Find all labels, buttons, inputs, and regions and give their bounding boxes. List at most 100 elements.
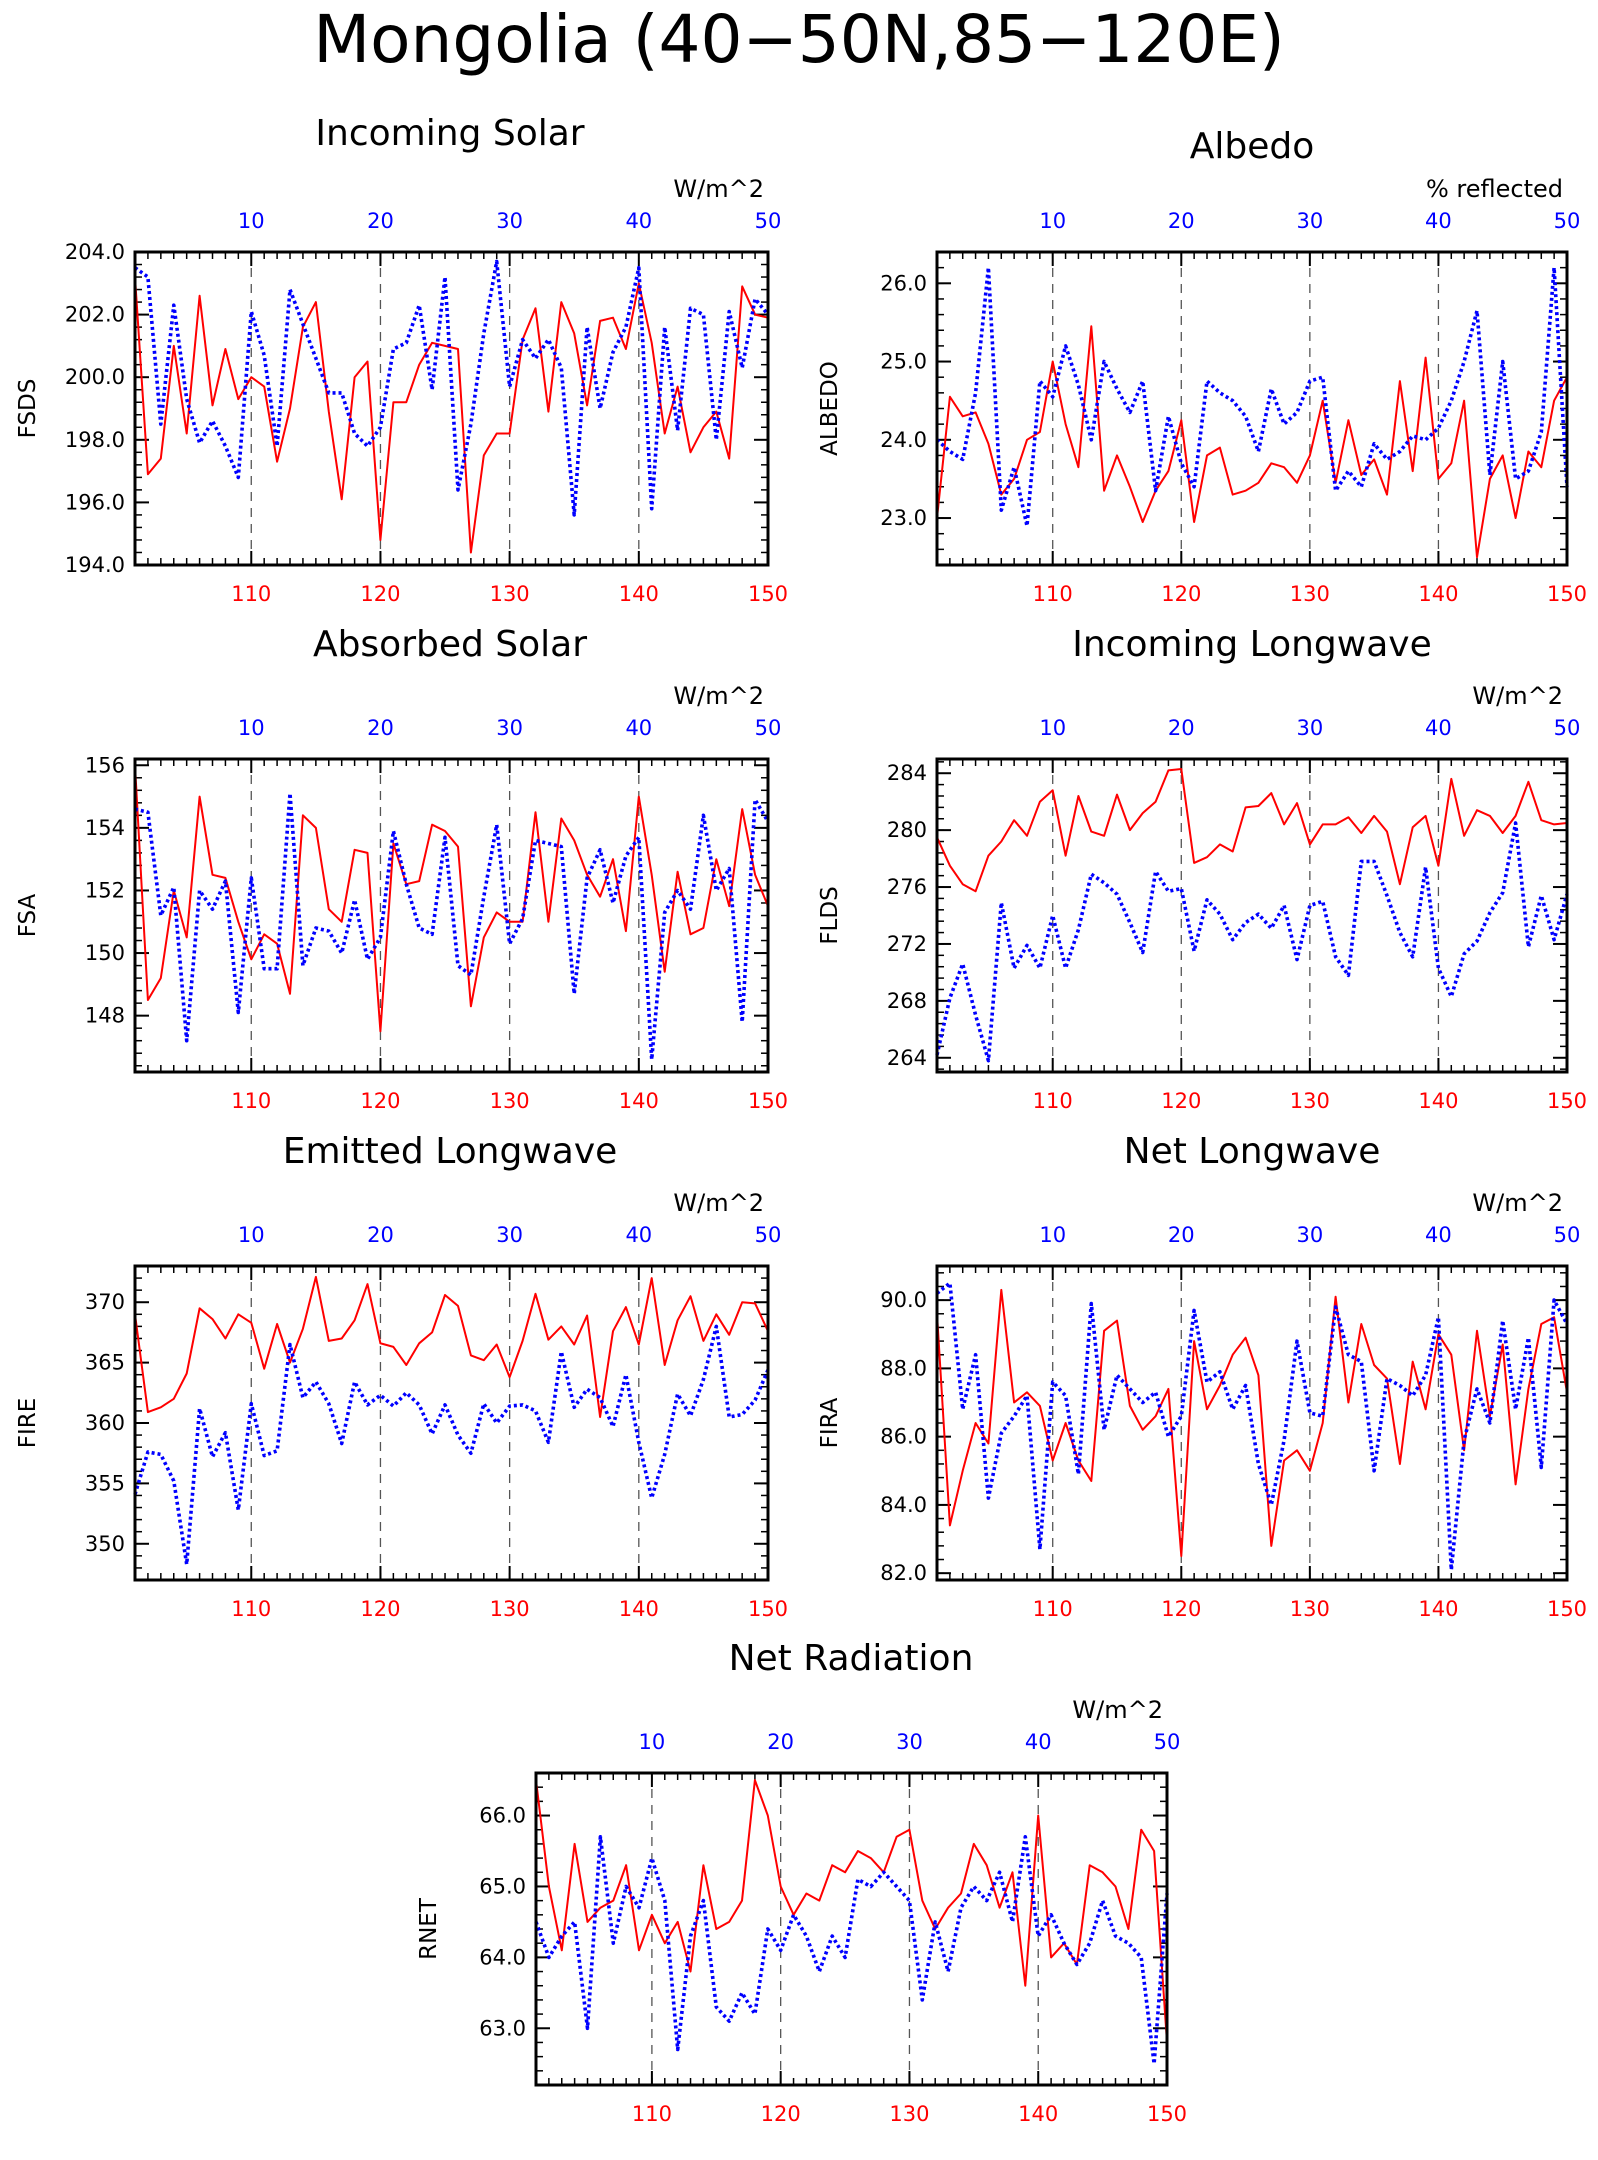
- panel-title: Incoming Solar: [315, 113, 584, 154]
- y-axis-label: FSDS: [15, 379, 41, 439]
- x-bottom-tick-label: 140: [619, 1089, 659, 1113]
- y-tick-label: 24.0: [880, 428, 927, 452]
- x-top-tick-label: 50: [755, 716, 782, 740]
- series-line-dotted-blue: [133, 259, 770, 517]
- series-line-solid-red: [134, 765, 769, 1033]
- x-top-tick-label: 30: [896, 1730, 923, 1754]
- x-top-tick-label: 30: [496, 716, 523, 740]
- x-bottom-tick-label: 110: [231, 1597, 271, 1621]
- x-top-tick-label: 20: [367, 1223, 394, 1247]
- x-top-tick-label: 20: [767, 1730, 794, 1754]
- x-top-tick-label: 30: [1296, 1223, 1323, 1247]
- series-line-solid-red: [134, 1275, 769, 1418]
- x-top-tick-label: 10: [238, 716, 265, 740]
- series-line-dotted-blue: [133, 1324, 770, 1567]
- figure-title: Mongolia (40−50N,85−120E): [313, 1, 1285, 78]
- series-line-dotted-blue: [935, 265, 1569, 528]
- x-top-tick-label: 50: [1554, 716, 1581, 740]
- x-top-tick-label: 50: [1154, 1730, 1181, 1754]
- plot-frame: [133, 250, 770, 567]
- y-tick-label: 284: [887, 761, 927, 785]
- x-bottom-tick-label: 120: [1161, 1597, 1201, 1621]
- x-bottom-tick-label: 120: [1161, 1089, 1201, 1113]
- y-tick-label: 148: [85, 1004, 125, 1028]
- x-top-tick-label: 10: [639, 1730, 666, 1754]
- y-tick-label: 280: [887, 818, 927, 842]
- y-tick-label: 264: [887, 1046, 927, 1070]
- y-tick-label: 90.0: [880, 1288, 927, 1312]
- x-bottom-tick-label: 130: [490, 1089, 530, 1113]
- panel-albedo: Albedo % reflected 110 120 130 140 150 10 20 30 40…: [817, 126, 1587, 606]
- y-tick-label: 23.0: [880, 506, 927, 530]
- units-label: W/m^2: [1472, 682, 1563, 710]
- series-line-dotted-blue: [935, 821, 1569, 1063]
- panel-title: Albedo: [1190, 126, 1315, 167]
- plot-frame: [133, 1264, 770, 1582]
- panel-fsa: Absorbed Solar W/m^2 110 120 130 140 150 10 20 30…: [15, 624, 788, 1113]
- units-label: % reflected: [1426, 175, 1563, 203]
- x-top-tick-label: 30: [1296, 209, 1323, 233]
- units-label: W/m^2: [673, 175, 764, 203]
- x-bottom-tick-label: 120: [761, 2102, 801, 2126]
- plot-frame: [935, 757, 1569, 1074]
- series-line-solid-red: [134, 276, 769, 554]
- x-bottom-tick-label: 110: [1033, 1089, 1073, 1113]
- y-tick-label: 350: [85, 1532, 125, 1556]
- x-bottom-tick-label: 150: [1547, 1089, 1587, 1113]
- x-bottom-tick-label: 120: [1161, 582, 1201, 606]
- y-tick-label: 66.0: [479, 1804, 526, 1828]
- x-bottom-tick-label: 150: [748, 1597, 788, 1621]
- y-tick-label: 26.0: [880, 271, 927, 295]
- y-axis-label: FLDS: [817, 886, 843, 944]
- y-tick-label: 276: [887, 875, 927, 899]
- x-top-tick-label: 50: [755, 1223, 782, 1247]
- y-axis-label: FIRE: [15, 1398, 41, 1449]
- x-bottom-tick-label: 110: [632, 2102, 672, 2126]
- panel-fira: Net Longwave W/m^2 110 120 130 140 150 10 20 30 40…: [817, 1131, 1587, 1621]
- x-bottom-tick-label: 120: [360, 582, 400, 606]
- x-top-tick-label: 10: [1039, 209, 1066, 233]
- y-tick-label: 82.0: [880, 1561, 927, 1585]
- series-line-solid-red: [936, 1288, 1568, 1558]
- x-top-tick-label: 50: [1554, 1223, 1581, 1247]
- x-bottom-tick-label: 120: [360, 1597, 400, 1621]
- x-top-tick-label: 40: [1025, 1730, 1052, 1754]
- y-tick-label: 63.0: [479, 2016, 526, 2040]
- plot-frame: [534, 1771, 1169, 2087]
- y-tick-label: 198.0: [65, 428, 125, 452]
- x-top-tick-label: 40: [1425, 1223, 1452, 1247]
- x-top-tick-label: 50: [755, 209, 782, 233]
- x-top-tick-label: 30: [496, 1223, 523, 1247]
- y-tick-label: 25.0: [880, 350, 927, 374]
- y-tick-label: 156: [85, 753, 125, 777]
- x-top-tick-label: 10: [1039, 716, 1066, 740]
- x-bottom-tick-label: 110: [231, 1089, 271, 1113]
- panel-flds: Incoming Longwave W/m^2 110 120 130 140 150 10 2…: [817, 624, 1587, 1113]
- y-tick-label: 360: [85, 1411, 125, 1435]
- series-line-dotted-blue: [134, 791, 770, 1062]
- panel-title: Incoming Longwave: [1072, 624, 1432, 665]
- x-bottom-tick-label: 130: [490, 1597, 530, 1621]
- x-bottom-tick-label: 140: [1418, 1089, 1458, 1113]
- y-tick-label: 88.0: [880, 1356, 927, 1380]
- x-top-tick-label: 10: [238, 209, 265, 233]
- x-top-tick-label: 20: [1168, 716, 1195, 740]
- units-label: W/m^2: [1072, 1696, 1163, 1724]
- y-tick-label: 200.0: [65, 365, 125, 389]
- x-top-tick-label: 50: [1554, 209, 1581, 233]
- x-top-tick-label: 10: [238, 1223, 265, 1247]
- y-axis-label: RNET: [416, 1897, 442, 1960]
- x-top-tick-label: 20: [1168, 209, 1195, 233]
- panel-fire: Emitted Longwave W/m^2 110 120 130 140 150 10 20…: [15, 1131, 788, 1621]
- y-tick-label: 194.0: [65, 553, 125, 577]
- x-bottom-tick-label: 150: [1147, 2102, 1187, 2126]
- x-top-tick-label: 40: [1425, 209, 1452, 233]
- y-tick-label: 355: [85, 1471, 125, 1495]
- y-tick-label: 272: [887, 932, 927, 956]
- x-top-tick-label: 40: [625, 1223, 652, 1247]
- y-tick-label: 196.0: [65, 490, 125, 514]
- x-top-tick-label: 20: [367, 209, 394, 233]
- panel-fsds: Incoming Solar W/m^2 110 120 130 140 150 10 20 30…: [15, 113, 788, 606]
- x-bottom-tick-label: 130: [490, 582, 530, 606]
